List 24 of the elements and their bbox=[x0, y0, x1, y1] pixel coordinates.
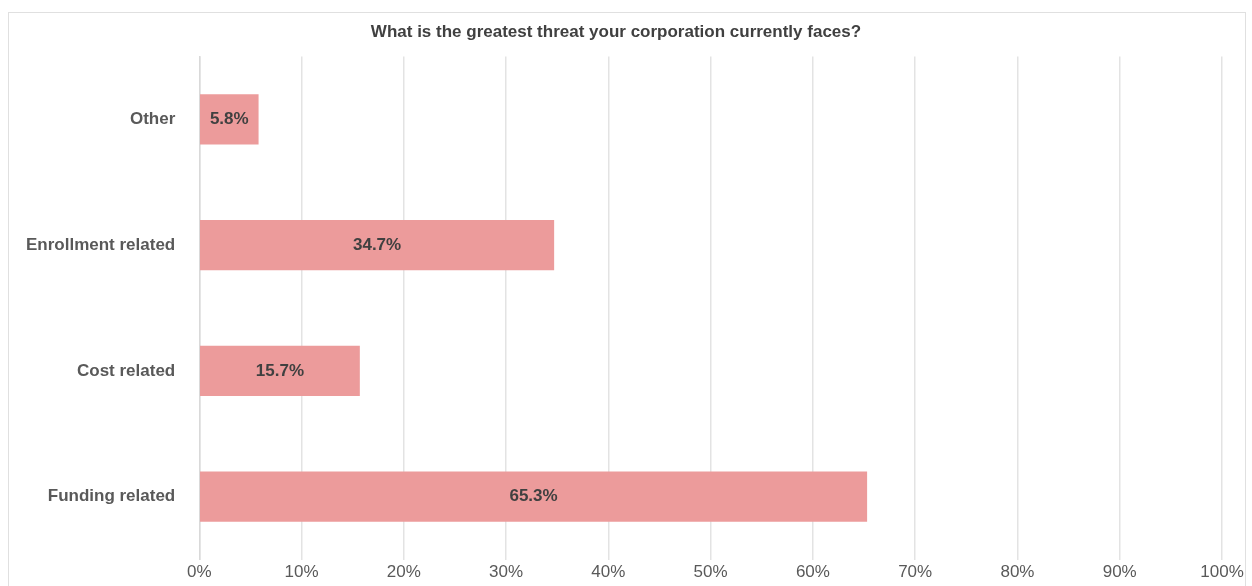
x-tick-label: 50% bbox=[693, 562, 728, 582]
y-tick-label: Enrollment related bbox=[25, 234, 176, 254]
x-tick-label: 100% bbox=[1200, 562, 1244, 582]
data-label: 5.8% bbox=[209, 108, 249, 128]
x-tick-label: 60% bbox=[795, 562, 830, 582]
y-tick-label: Other bbox=[129, 108, 176, 128]
x-tick-label: 0% bbox=[186, 562, 212, 582]
x-tick-label: 90% bbox=[1102, 562, 1137, 582]
bar bbox=[200, 471, 868, 522]
data-label: 34.7% bbox=[352, 234, 402, 254]
bar bbox=[200, 219, 555, 271]
x-tick-label: 10% bbox=[284, 562, 319, 582]
data-label: 15.7% bbox=[255, 360, 305, 380]
x-tick-label: 30% bbox=[489, 562, 524, 582]
x-tick-label: 20% bbox=[386, 562, 421, 582]
chart-title: What is the greatest threat your corporation currently faces? bbox=[370, 21, 862, 41]
bar bbox=[200, 94, 259, 145]
data-label: 65.3% bbox=[509, 486, 558, 506]
x-tick-label: 80% bbox=[1000, 562, 1035, 582]
y-tick-label: Cost related bbox=[77, 360, 176, 380]
y-tick-label: Funding related bbox=[47, 486, 176, 506]
x-tick-label: 40% bbox=[591, 562, 626, 582]
x-tick-label: 70% bbox=[898, 562, 933, 582]
bar bbox=[200, 345, 360, 397]
